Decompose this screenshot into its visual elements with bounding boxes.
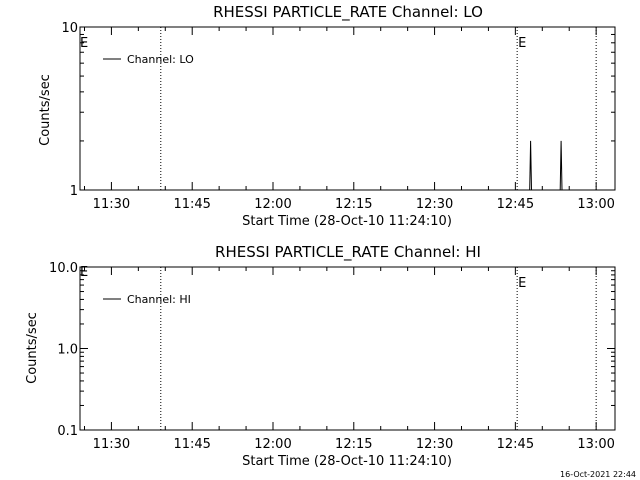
x-tick-label: 12:30 xyxy=(416,197,453,212)
y-tick-label: 10 xyxy=(61,21,78,36)
x-tick-label: 12:00 xyxy=(254,197,291,212)
x-tick-label: 12:15 xyxy=(335,197,372,212)
y-axis-label: Counts/sec xyxy=(38,74,53,146)
series-line xyxy=(529,140,563,191)
x-tick-label: 12:15 xyxy=(335,437,372,452)
chart-panel-hi: RHESSI PARTICLE_RATE Channel: HI Start T… xyxy=(25,243,616,469)
x-axis-label: Start Time (28-Oct-10 11:24:10) xyxy=(242,454,452,469)
chart-title: RHESSI PARTICLE_RATE Channel: HI xyxy=(215,243,481,262)
x-tick-label: 11:45 xyxy=(173,197,210,212)
x-tick-label: 11:30 xyxy=(93,197,130,212)
y-tick-label: 1.0 xyxy=(57,343,78,358)
event-marker-label: E xyxy=(518,276,526,291)
x-tick-label: 13:00 xyxy=(577,437,614,452)
legend-label: Channel: LO xyxy=(127,53,194,66)
x-tick-label: 12:00 xyxy=(254,437,291,452)
y-tick-label: 10.0 xyxy=(49,261,78,276)
y-tick-label: 0.1 xyxy=(57,424,78,439)
left-marker-label: E xyxy=(80,36,88,51)
footer-timestamp: 16-Oct-2021 22:44 xyxy=(560,470,636,479)
x-tick-label: 13:00 xyxy=(577,197,614,212)
legend-label: Channel: HI xyxy=(127,293,191,306)
x-tick-label: 11:45 xyxy=(173,437,210,452)
chart-panel-lo: RHESSI PARTICLE_RATE Channel: LO Start T… xyxy=(38,3,616,229)
x-tick-label: 12:45 xyxy=(497,437,534,452)
legend: Channel: HI xyxy=(103,293,191,306)
plot-frame xyxy=(79,266,616,431)
event-marker-label: E xyxy=(518,36,526,51)
plot-frame xyxy=(79,26,616,191)
y-tick-label: 1 xyxy=(70,184,78,199)
x-axis-label: Start Time (28-Oct-10 11:24:10) xyxy=(242,214,452,229)
x-tick-label: 12:30 xyxy=(416,437,453,452)
legend: Channel: LO xyxy=(103,53,194,66)
y-axis-label: Counts/sec xyxy=(25,312,40,384)
x-tick-label: 12:45 xyxy=(497,197,534,212)
left-marker-label: E xyxy=(80,265,88,280)
x-tick-label: 11:30 xyxy=(93,437,130,452)
chart-title: RHESSI PARTICLE_RATE Channel: LO xyxy=(213,3,483,22)
